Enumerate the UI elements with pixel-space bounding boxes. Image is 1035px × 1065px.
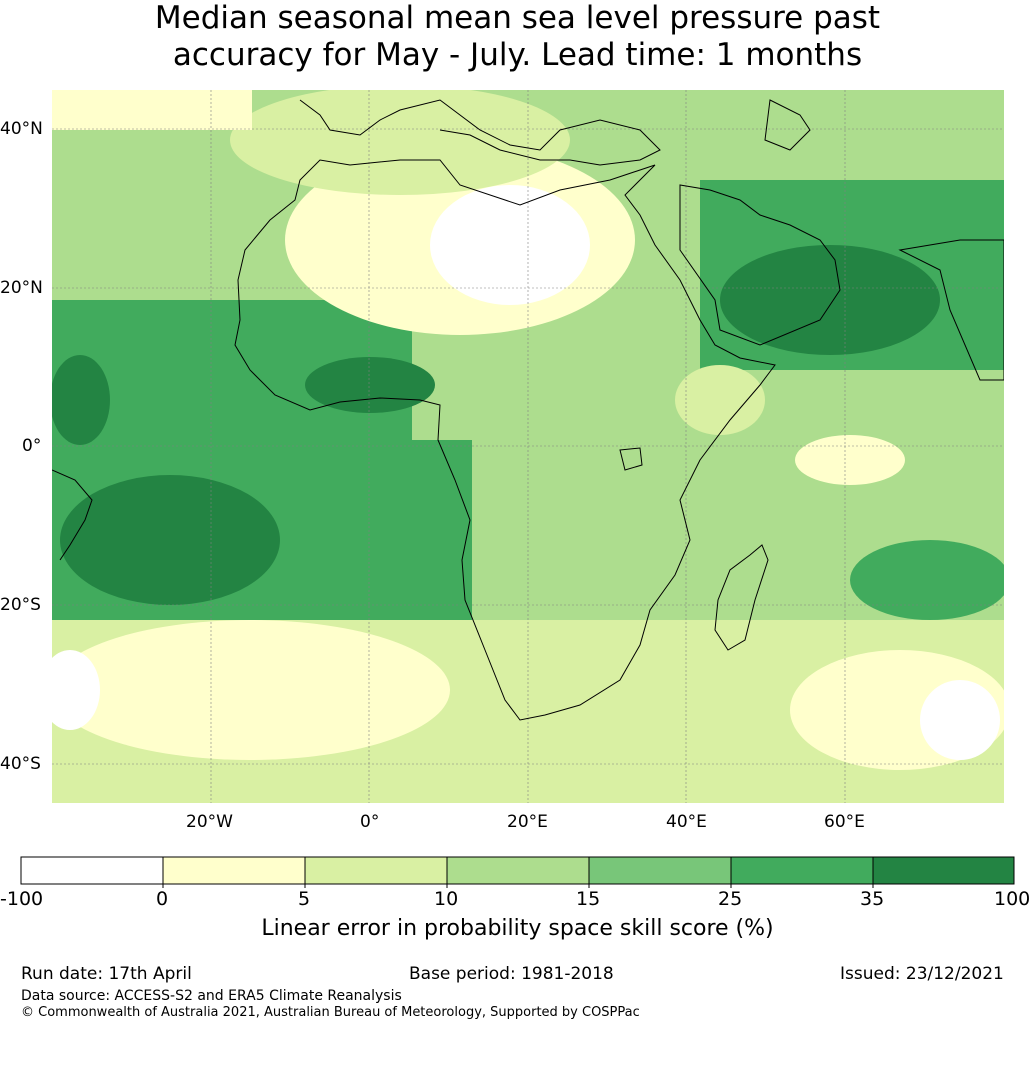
south-america-coastline — [52, 469, 93, 561]
region-east-africa-light — [675, 365, 765, 435]
title-line-2: accuracy for May - July. Lead time: 1 mo… — [172, 37, 863, 73]
lon-label: 20°W — [186, 812, 233, 832]
colorbar-segment-7 — [873, 857, 1014, 884]
lat-label: 40°S — [0, 754, 41, 774]
colorbar — [20, 856, 1015, 888]
lat-label: 20°N — [0, 278, 43, 298]
colorbar-tick: 35 — [860, 888, 885, 910]
lake-victoria — [619, 447, 643, 471]
colorbar-segment-4 — [447, 857, 589, 884]
madagascar-coastline — [714, 544, 769, 651]
colorbar-tick: -100 — [0, 888, 44, 910]
region-south-atlantic-light — [52, 620, 450, 760]
africa-coastline — [234, 159, 776, 721]
lon-label: 60°E — [824, 812, 865, 832]
region-south-indian-band — [850, 540, 1004, 620]
colorbar-tick: 15 — [576, 888, 601, 910]
colorbar-tick: 0 — [156, 888, 169, 910]
europe-coastline — [299, 99, 661, 166]
coastlines — [52, 99, 1004, 721]
colorbar-segment-2 — [163, 857, 305, 884]
colorbar-segment-1 — [21, 857, 163, 884]
colorbar-label: Linear error in probability space skill … — [261, 916, 774, 941]
skill-map — [20, 90, 1015, 888]
region-arabia-core — [720, 245, 940, 355]
run-date: Run date: 17th April — [21, 964, 192, 984]
colorbar-segment-5 — [589, 857, 731, 884]
region-southwest-white — [52, 650, 100, 730]
gridlines — [52, 90, 1004, 803]
caspian-coastline — [764, 99, 811, 151]
region-south-atlantic-core — [60, 475, 280, 605]
region-sahara-white — [430, 185, 590, 305]
lat-label: 40°N — [0, 119, 43, 139]
title-line-1: Median seasonal mean sea level pressure … — [154, 0, 881, 36]
region-gulf-of-guinea — [305, 357, 435, 413]
colorbar-tick: 25 — [718, 888, 743, 910]
lon-label: 20°E — [507, 812, 548, 832]
colorbar-segment-6 — [731, 857, 873, 884]
region-indian-ocean-light — [795, 435, 905, 485]
map-fill-regions — [52, 90, 1004, 803]
colorbar-segment-3 — [305, 857, 447, 884]
region-northwest-light — [52, 90, 252, 130]
base-period: Base period: 1981-2018 — [409, 964, 614, 984]
lon-label: 0° — [360, 812, 380, 832]
colorbar-tick: 5 — [298, 888, 311, 910]
chart-title: Median seasonal mean sea level pressure … — [0, 0, 1035, 74]
copyright: © Commonwealth of Australia 2021, Austra… — [21, 1005, 640, 1020]
lat-label: 0° — [22, 436, 42, 456]
region-west-atlantic-core — [52, 355, 110, 445]
colorbar-tick: 100 — [994, 888, 1031, 910]
region-southern-ocean-white — [920, 680, 1000, 760]
colorbar-frame — [20, 856, 1015, 885]
lon-label: 40°E — [666, 812, 707, 832]
issued-date: Issued: 23/12/2021 — [840, 964, 1004, 984]
lat-label: 20°S — [0, 595, 41, 615]
data-source: Data source: ACCESS-S2 and ERA5 Climate … — [21, 988, 402, 1004]
colorbar-tick: 10 — [434, 888, 459, 910]
arabia-coastline — [679, 184, 841, 346]
region-mediterranean-light — [230, 90, 570, 195]
india-coastline — [898, 239, 1004, 381]
